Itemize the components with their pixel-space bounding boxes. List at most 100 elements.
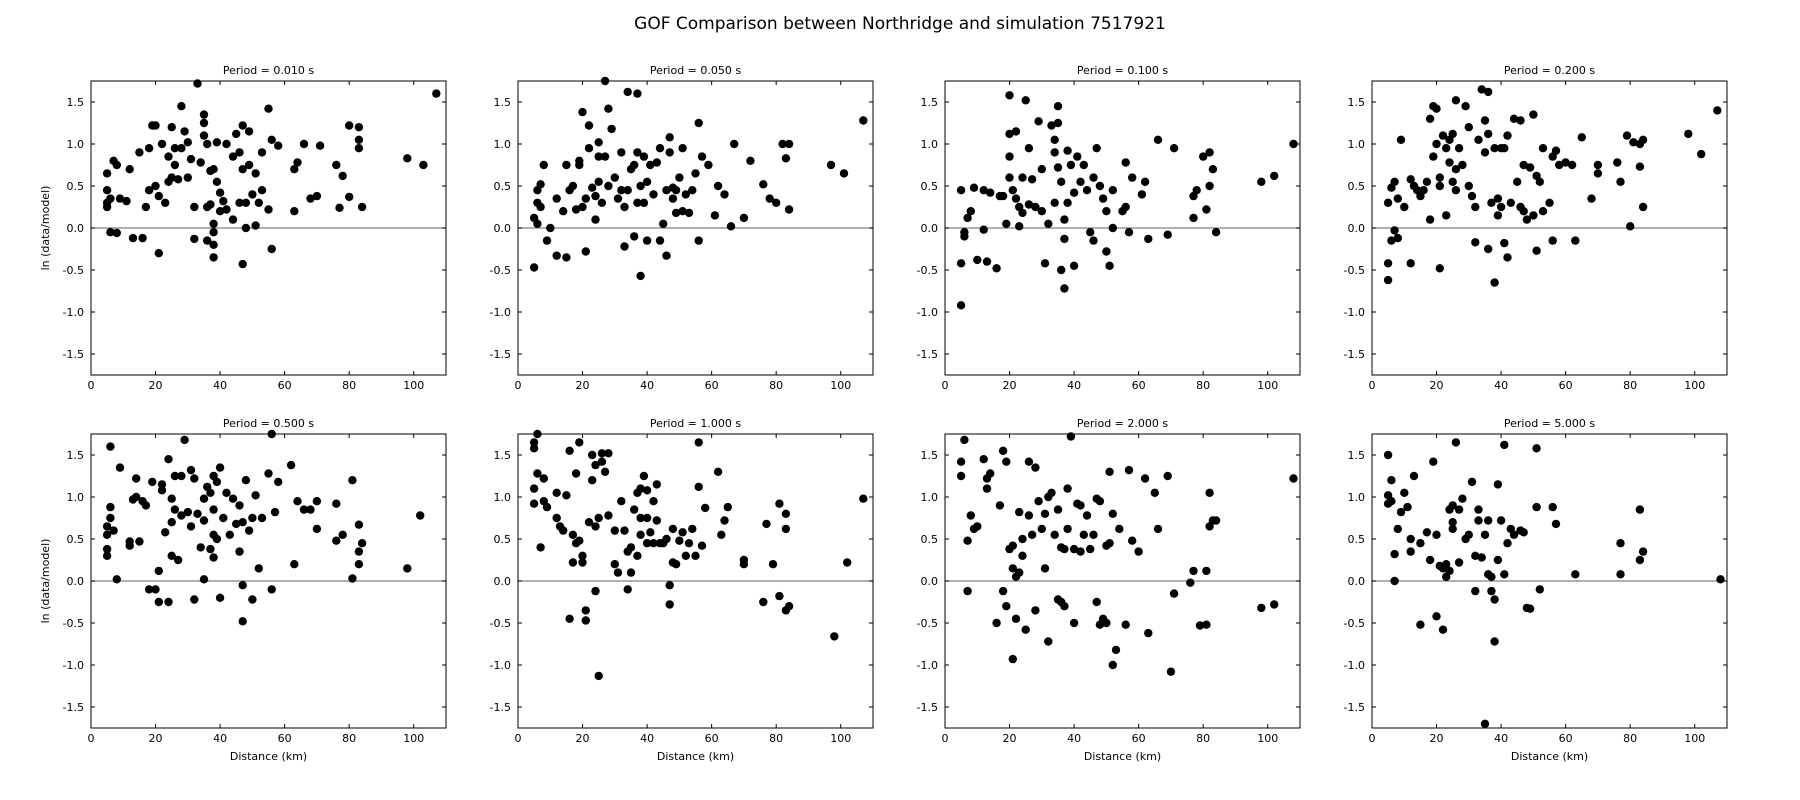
- data-point: [267, 244, 276, 254]
- data-point: [357, 539, 367, 548]
- data-point: [128, 233, 138, 243]
- data-point: [969, 183, 979, 192]
- data-point: [1199, 152, 1208, 161]
- data-point: [594, 671, 603, 681]
- data-point: [106, 228, 115, 237]
- data-point: [1115, 524, 1124, 534]
- data-point: [1548, 502, 1557, 512]
- data-point: [1487, 586, 1496, 596]
- x-axis-label: Distance (km): [230, 750, 307, 763]
- data-point: [581, 606, 590, 615]
- data-point: [1037, 165, 1047, 174]
- data-point: [1015, 507, 1024, 517]
- data-point: [1529, 110, 1538, 119]
- data-point: [1024, 457, 1034, 466]
- data-point: [1403, 502, 1412, 512]
- data-point: [338, 530, 347, 539]
- data-point: [529, 484, 539, 493]
- data-point: [717, 530, 726, 539]
- data-point: [212, 177, 222, 186]
- data-point: [588, 183, 597, 192]
- data-point: [636, 530, 645, 539]
- data-point: [659, 219, 668, 228]
- data-point: [1448, 518, 1457, 527]
- data-point: [1571, 570, 1580, 579]
- data-point: [859, 116, 868, 125]
- data-point: [1383, 450, 1393, 460]
- data-point: [248, 190, 257, 199]
- data-point: [335, 203, 344, 212]
- data-point: [604, 104, 613, 113]
- data-point: [604, 181, 613, 191]
- data-point: [238, 518, 247, 527]
- data-point: [270, 507, 280, 517]
- data-point: [966, 207, 975, 216]
- data-point: [1060, 602, 1069, 611]
- data-point: [1060, 544, 1069, 554]
- data-point: [1480, 530, 1490, 539]
- data-point: [235, 198, 244, 207]
- data-point: [636, 513, 645, 523]
- data-point: [1613, 158, 1622, 167]
- subplot-title: Period = 0.050 s: [650, 64, 741, 77]
- data-point: [1448, 501, 1457, 510]
- data-point: [565, 446, 574, 455]
- y-tick-label: -1.0: [63, 306, 84, 319]
- data-point: [1024, 511, 1034, 520]
- subplot: Period = 1.000 s 0 20 40 60 80 100 -1.5 -1.0 -0.5…: [490, 417, 874, 763]
- data-point: [241, 476, 251, 485]
- data-point: [1390, 226, 1399, 235]
- data-point: [1400, 202, 1409, 212]
- data-point: [533, 219, 542, 228]
- data-point: [652, 516, 661, 525]
- data-point: [1040, 564, 1050, 573]
- data-point: [1289, 474, 1298, 483]
- data-point: [539, 474, 548, 483]
- x-tick-label: 0: [1369, 732, 1376, 745]
- data-point: [665, 600, 674, 609]
- data-point: [267, 135, 276, 144]
- data-point: [106, 194, 115, 203]
- data-point: [1121, 158, 1130, 167]
- data-point: [1467, 477, 1477, 487]
- data-point: [199, 110, 209, 119]
- data-point: [1454, 144, 1464, 153]
- data-point: [345, 192, 354, 202]
- data-point: [264, 205, 273, 214]
- data-point: [1144, 628, 1153, 638]
- data-point: [312, 497, 322, 506]
- data-point: [183, 173, 192, 182]
- data-point: [746, 156, 755, 165]
- data-point: [1503, 539, 1512, 548]
- data-point: [652, 480, 661, 489]
- data-point: [1069, 188, 1079, 197]
- data-point: [1063, 484, 1072, 493]
- data-point: [594, 177, 603, 186]
- data-point: [1616, 539, 1625, 548]
- x-axis-label: Distance (km): [1511, 750, 1588, 763]
- data-point: [196, 543, 205, 552]
- data-point: [1400, 488, 1409, 497]
- data-point: [348, 476, 357, 485]
- data-point: [584, 121, 594, 130]
- data-point: [671, 186, 681, 195]
- y-tick-label: -1.5: [63, 701, 84, 714]
- data-point: [106, 502, 115, 512]
- y-tick-label: 1.0: [494, 491, 512, 504]
- data-point: [982, 484, 992, 493]
- data-point: [998, 586, 1008, 596]
- data-point: [1638, 135, 1648, 144]
- data-point: [1503, 131, 1512, 140]
- data-point: [973, 522, 982, 531]
- data-point: [859, 494, 868, 503]
- data-point: [966, 511, 975, 520]
- data-point: [1002, 219, 1011, 228]
- data-point: [1076, 547, 1085, 556]
- x-tick-label: 0: [1369, 379, 1376, 392]
- x-tick-label: 0: [88, 732, 95, 745]
- data-point: [199, 575, 209, 584]
- data-point: [617, 497, 626, 506]
- data-point: [1140, 474, 1150, 483]
- data-point: [697, 541, 707, 550]
- data-point: [1490, 144, 1499, 153]
